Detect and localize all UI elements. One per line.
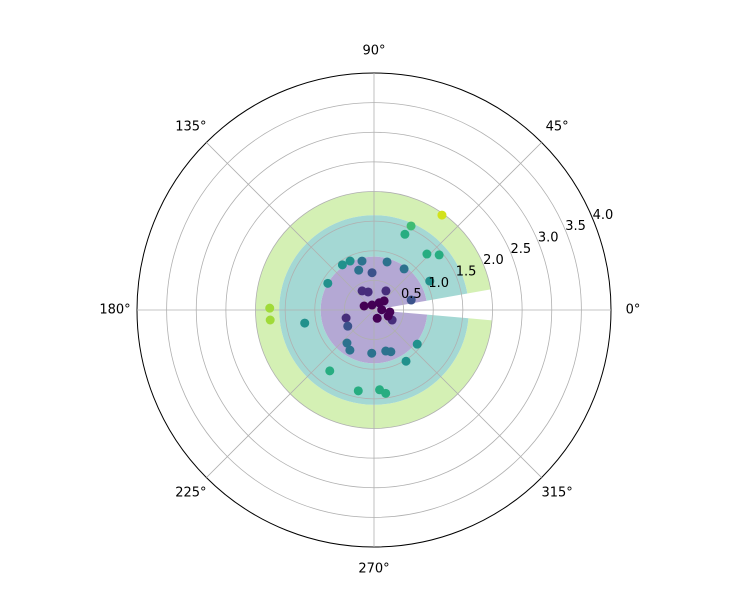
scatter-point xyxy=(386,347,396,357)
scatter-point xyxy=(399,264,409,274)
scatter-point xyxy=(323,278,333,288)
theta-tick-label: 225° xyxy=(175,486,206,501)
scatter-point xyxy=(381,388,391,398)
scatter-point xyxy=(425,276,435,286)
r-tick-label: 2.0 xyxy=(483,253,504,268)
theta-tick-label: 45° xyxy=(546,119,569,134)
scatter-point xyxy=(341,313,351,323)
theta-tick-label: 90° xyxy=(362,44,385,59)
scatter-point xyxy=(345,256,355,266)
grid-spoke xyxy=(206,309,375,478)
scatter-point xyxy=(345,345,355,355)
scatter-point xyxy=(354,265,364,275)
scatter-point xyxy=(385,307,395,317)
grid-spoke xyxy=(206,142,375,311)
scatter-point xyxy=(406,295,416,305)
scatter-point xyxy=(265,315,275,325)
scatter-point xyxy=(401,356,411,366)
scatter-point xyxy=(434,250,444,260)
scatter-point xyxy=(343,321,353,331)
r-tick-label: 3.0 xyxy=(538,230,559,245)
scatter-point xyxy=(265,303,275,313)
theta-tick-label: 180° xyxy=(99,303,130,318)
scatter-point xyxy=(437,210,447,220)
scatter-point xyxy=(372,313,382,323)
scatter-point xyxy=(422,249,432,259)
scatter-point xyxy=(342,338,352,348)
theta-tick-label: 270° xyxy=(358,562,389,577)
scatter-point xyxy=(377,305,387,315)
r-tick-label: 2.5 xyxy=(511,242,532,257)
scatter-point xyxy=(382,257,392,267)
scatter-point xyxy=(381,286,391,296)
r-tick-label: 0.5 xyxy=(401,287,422,302)
scatter-point xyxy=(325,366,335,376)
scatter-point xyxy=(300,318,310,328)
scatter-point xyxy=(412,339,422,349)
theta-tick-label: 0° xyxy=(626,303,641,318)
scatter-point xyxy=(367,348,377,358)
r-tick-label: 1.0 xyxy=(428,276,449,291)
theta-tick-label: 135° xyxy=(175,119,206,134)
theta-tick-label: 315° xyxy=(541,486,572,501)
scatter-point xyxy=(400,229,410,239)
scatter-point xyxy=(357,256,367,266)
scatter-point xyxy=(374,298,384,308)
grid-spoke xyxy=(373,142,542,311)
scatter-point xyxy=(359,301,369,311)
scatter-point xyxy=(367,268,377,278)
scatter-point xyxy=(363,287,373,297)
r-tick-label: 1.5 xyxy=(456,264,477,279)
scatter-point xyxy=(367,300,377,310)
scatter-point xyxy=(353,386,363,396)
scatter-point xyxy=(406,221,416,231)
r-tick-label: 3.5 xyxy=(565,219,586,234)
r-tick-label: 4.0 xyxy=(593,208,614,223)
scatter-point xyxy=(337,260,347,270)
grid-spoke xyxy=(373,309,542,478)
